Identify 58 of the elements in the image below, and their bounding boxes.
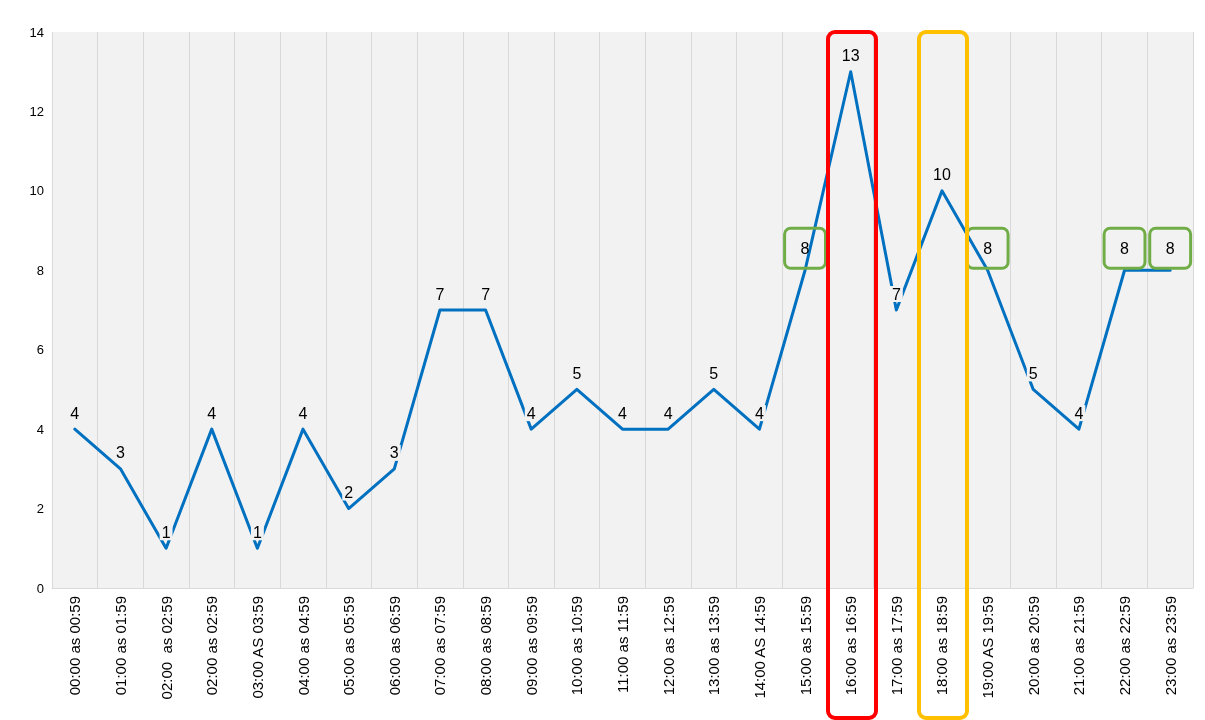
data-label: 7 [435,285,445,303]
data-label: 3 [389,444,399,462]
data-label: 1 [161,523,171,541]
x-tick-label: 08:00 as 08:59 [477,596,495,696]
x-tick-label: 02:00 as 02:59 [203,596,221,696]
annotation: 8 [1120,239,1130,257]
data-label: 4 [70,404,80,422]
x-tick-label: 20:00 as 20:59 [1024,596,1042,696]
annotation: 8 [800,239,810,257]
x-tick-label: 21:00 as 21:59 [1070,596,1088,696]
data-label: 4 [298,404,308,422]
x-tick-label: 18:00 as 18:59 [933,596,951,696]
x-tick-label: 03:00 AS 03:59 [248,596,266,699]
data-label: 4 [618,404,628,422]
data-label: 5 [1028,364,1038,382]
x-tick-label: 17:00 as 17:59 [887,596,905,696]
x-tick-label: 23:00 as 23:59 [1161,596,1179,696]
y-tick-label: 6 [36,342,44,358]
x-tick-label: 12:00 as 12:59 [659,596,677,696]
x-tick-label: 00:00 as 00:59 [66,596,84,696]
y-tick-label: 4 [36,421,44,437]
y-tick-label: 14 [29,24,44,40]
data-label: 7 [481,285,491,303]
data-label: 10 [933,166,951,184]
data-label: 3 [116,444,126,462]
data-label: 4 [754,404,764,422]
data-label: 7 [891,285,901,303]
x-tick-label: 15:00 as 15:59 [796,596,814,696]
data-label: 4 [207,404,217,422]
x-tick-label: 04:00 as 04:59 [294,596,312,696]
data-label: 13 [841,47,860,65]
annotation: 8 [1165,239,1175,257]
x-tick-label: 13:00 as 13:59 [705,596,723,696]
y-tick-label: 8 [36,262,44,278]
data-label: 5 [572,364,582,382]
x-tick-label: 01:00 as 01:59 [111,596,129,696]
data-label: 4 [1074,404,1084,422]
x-tick-label: 14:00 AS 14:59 [750,596,768,699]
data-label: 4 [663,404,673,422]
y-tick-label: 0 [36,580,44,596]
x-tick-label: 11:00 as 11:59 [614,596,631,694]
x-tick-label: 10:00 as 10:59 [568,596,586,696]
x-tick-label: 16:00 as 16:59 [842,596,860,696]
x-tick-label: 09:00 as 09:59 [522,596,540,696]
data-label: 1 [252,523,262,541]
x-tick-label: 07:00 as 07:59 [431,596,449,696]
data-label: 2 [344,484,354,502]
x-tick-label: 06:00 as 06:59 [385,596,403,696]
y-tick-label: 2 [36,501,44,517]
x-tick-label: 02:00 as 02:59 [157,596,175,700]
data-label: 5 [709,364,719,382]
y-tick-label: 12 [29,103,44,119]
annotation: 8 [983,239,993,257]
x-tick-label: 19:00 AS 19:59 [979,596,997,699]
x-tick-label: 22:00 as 22:59 [1116,596,1134,696]
y-tick-label: 10 [29,183,44,199]
x-tick-label: 05:00 as 05:59 [340,596,358,696]
data-label: 4 [526,404,536,422]
